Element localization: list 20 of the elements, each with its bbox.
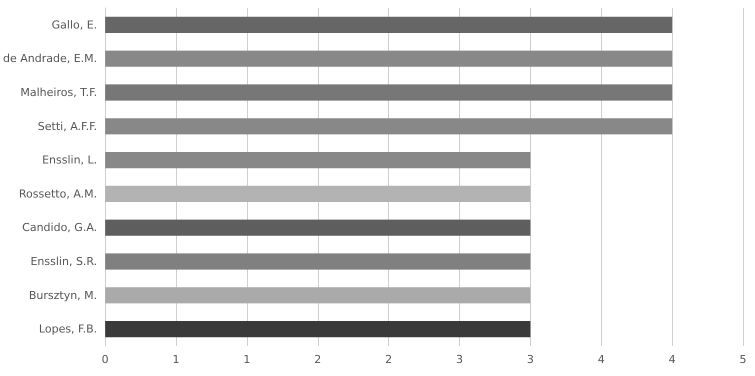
y-tick-label: Lopes, F.B. xyxy=(38,322,98,336)
y-tick-label: Setti, A.F.F. xyxy=(38,120,98,133)
y-tick-label: de Andrade, E.M. xyxy=(2,52,98,66)
y-tick-label: Gallo, E. xyxy=(52,18,98,32)
x-tick-label: 4 xyxy=(668,353,676,366)
y-tick-label: Malheiros, T.F. xyxy=(20,86,98,99)
y-tick-label: Bursztyn, M. xyxy=(28,288,98,302)
x-tick-label: 3 xyxy=(456,353,464,366)
y-tick-label: Candido, G.A. xyxy=(22,221,98,234)
y-tick-label: Ensslin, L. xyxy=(42,154,98,167)
y-tick-label: Ensslin, S.R. xyxy=(30,255,98,268)
x-tick-label: 1 xyxy=(243,353,250,366)
x-tick-label: 5 xyxy=(740,353,746,366)
x-tick-label: 3 xyxy=(526,353,534,366)
x-tick-label: 2 xyxy=(314,353,322,366)
x-tick-label: 0 xyxy=(102,353,109,366)
x-tick-label: 2 xyxy=(385,353,392,366)
x-tick-label: 4 xyxy=(598,353,605,366)
x-tick-label: 1 xyxy=(172,353,180,366)
y-tick-label: Rossetto, A.M. xyxy=(18,187,98,200)
